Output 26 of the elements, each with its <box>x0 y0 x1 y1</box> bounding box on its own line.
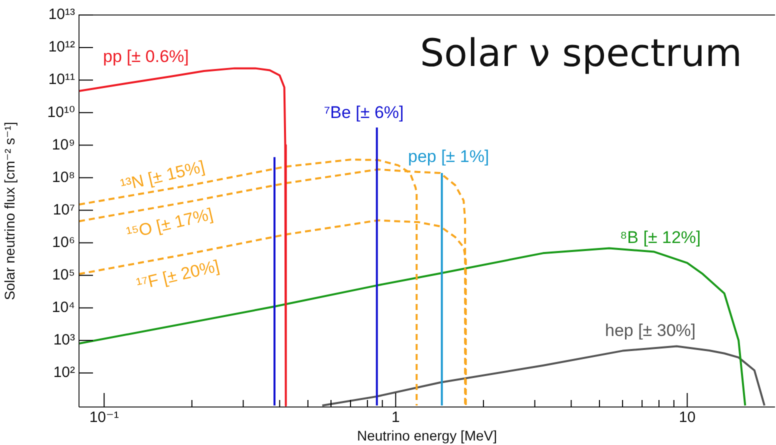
series-label: pp [± 0.6%] <box>103 47 189 66</box>
x-tick-label: 10⁻¹ <box>89 409 119 426</box>
y-tick-label: 10¹³ <box>48 6 75 24</box>
series-label: ⁷Be [± 6%] <box>324 103 404 122</box>
series-label: ⁸B [± 12%] <box>620 228 701 247</box>
chart-title: Solar ν spectrum <box>420 31 742 75</box>
y-tick-label: 10⁹ <box>52 136 75 154</box>
x-axis-title: Neutrino energy [MeV] <box>356 427 498 444</box>
y-tick-label: 10³ <box>53 332 75 349</box>
series-label: pep [± 1%] <box>408 147 490 166</box>
y-axis-title: Solar neutrino flux [cm⁻² s⁻¹] <box>1 122 18 300</box>
y-tick-label: 10⁷ <box>52 201 75 218</box>
x-tick-label: 10 <box>678 409 696 426</box>
y-tick-label: 10¹⁰ <box>47 104 75 121</box>
text: ¹³N [± 15%] <box>118 157 206 195</box>
y-tick-label: 10² <box>53 364 75 382</box>
y-tick-label: 10⁸ <box>52 168 75 186</box>
series-label: hep [± 30%] <box>605 321 696 340</box>
y-tick-label: 10¹¹ <box>48 71 75 88</box>
text: ¹⁵O [± 17%] <box>124 204 215 243</box>
y-tick-label: 10⁵ <box>52 266 75 284</box>
y-tick-label: 10¹² <box>48 38 75 56</box>
x-tick-label: 1 <box>392 409 400 426</box>
y-tick-label: 10⁴ <box>52 299 75 316</box>
text: ¹⁷F [± 20%] <box>134 256 222 294</box>
y-tick-label: 10⁶ <box>52 234 75 251</box>
